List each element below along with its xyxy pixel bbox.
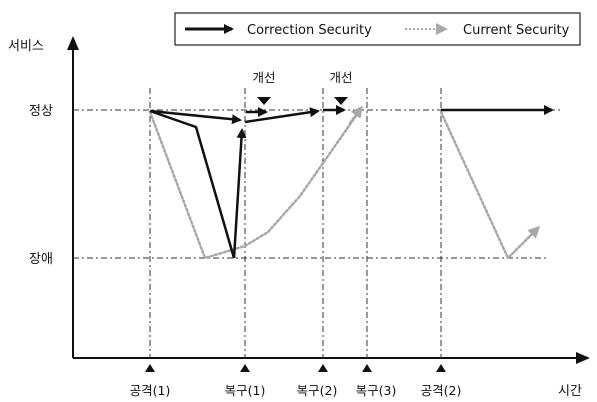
- improvement-markers: 개선 개선: [252, 70, 353, 105]
- legend: Correction Security Current Security: [174, 12, 581, 46]
- current-arrowhead-1: [348, 105, 363, 125]
- current-segment-2: [439, 110, 535, 260]
- attack1-marker-icon: [145, 364, 155, 372]
- axes: 서비스 시간: [8, 36, 590, 399]
- current-security-path: [148, 105, 541, 260]
- recover1-label: 복구(1): [225, 383, 266, 398]
- improve2-marker-icon: [334, 97, 348, 105]
- correction-dip-return: [149, 109, 242, 125]
- level-guides: 정상 장애: [29, 104, 560, 267]
- x-axis-label: 시간: [558, 384, 582, 399]
- current-arrowhead-2: [523, 225, 541, 243]
- attack1-label: 공격(1): [130, 383, 171, 398]
- recover3-marker-icon: [362, 364, 372, 372]
- legend-correction-label: Correction Security: [247, 23, 372, 38]
- improve1-marker-icon: [257, 97, 271, 105]
- legend-current-label: Current Security: [463, 23, 570, 38]
- y-axis-label: 서비스: [8, 39, 44, 54]
- legend-box: [174, 12, 581, 46]
- recover2-marker-icon: [318, 364, 328, 372]
- improve1-label: 개선: [252, 70, 275, 85]
- event-guides: [149, 88, 442, 358]
- recover1-marker-icon: [240, 364, 250, 372]
- correction-descent: [149, 109, 236, 259]
- failure-level-label: 장애: [29, 252, 53, 267]
- attack2-label: 공격(2): [421, 383, 462, 398]
- normal-level-label: 정상: [29, 104, 53, 119]
- correction-recover1: [244, 107, 320, 124]
- improve2-label: 개선: [329, 70, 352, 85]
- recover3-label: 복구(3): [356, 383, 397, 398]
- current-segment-1: [148, 110, 360, 260]
- recover2-label: 복구(2): [297, 383, 338, 398]
- correction-ascent: [232, 128, 247, 259]
- correction-security-path: [149, 105, 554, 259]
- event-markers: 공격(1) 복구(1) 복구(2) 복구(3) 공격(2): [130, 364, 462, 398]
- attack2-marker-icon: [436, 364, 446, 372]
